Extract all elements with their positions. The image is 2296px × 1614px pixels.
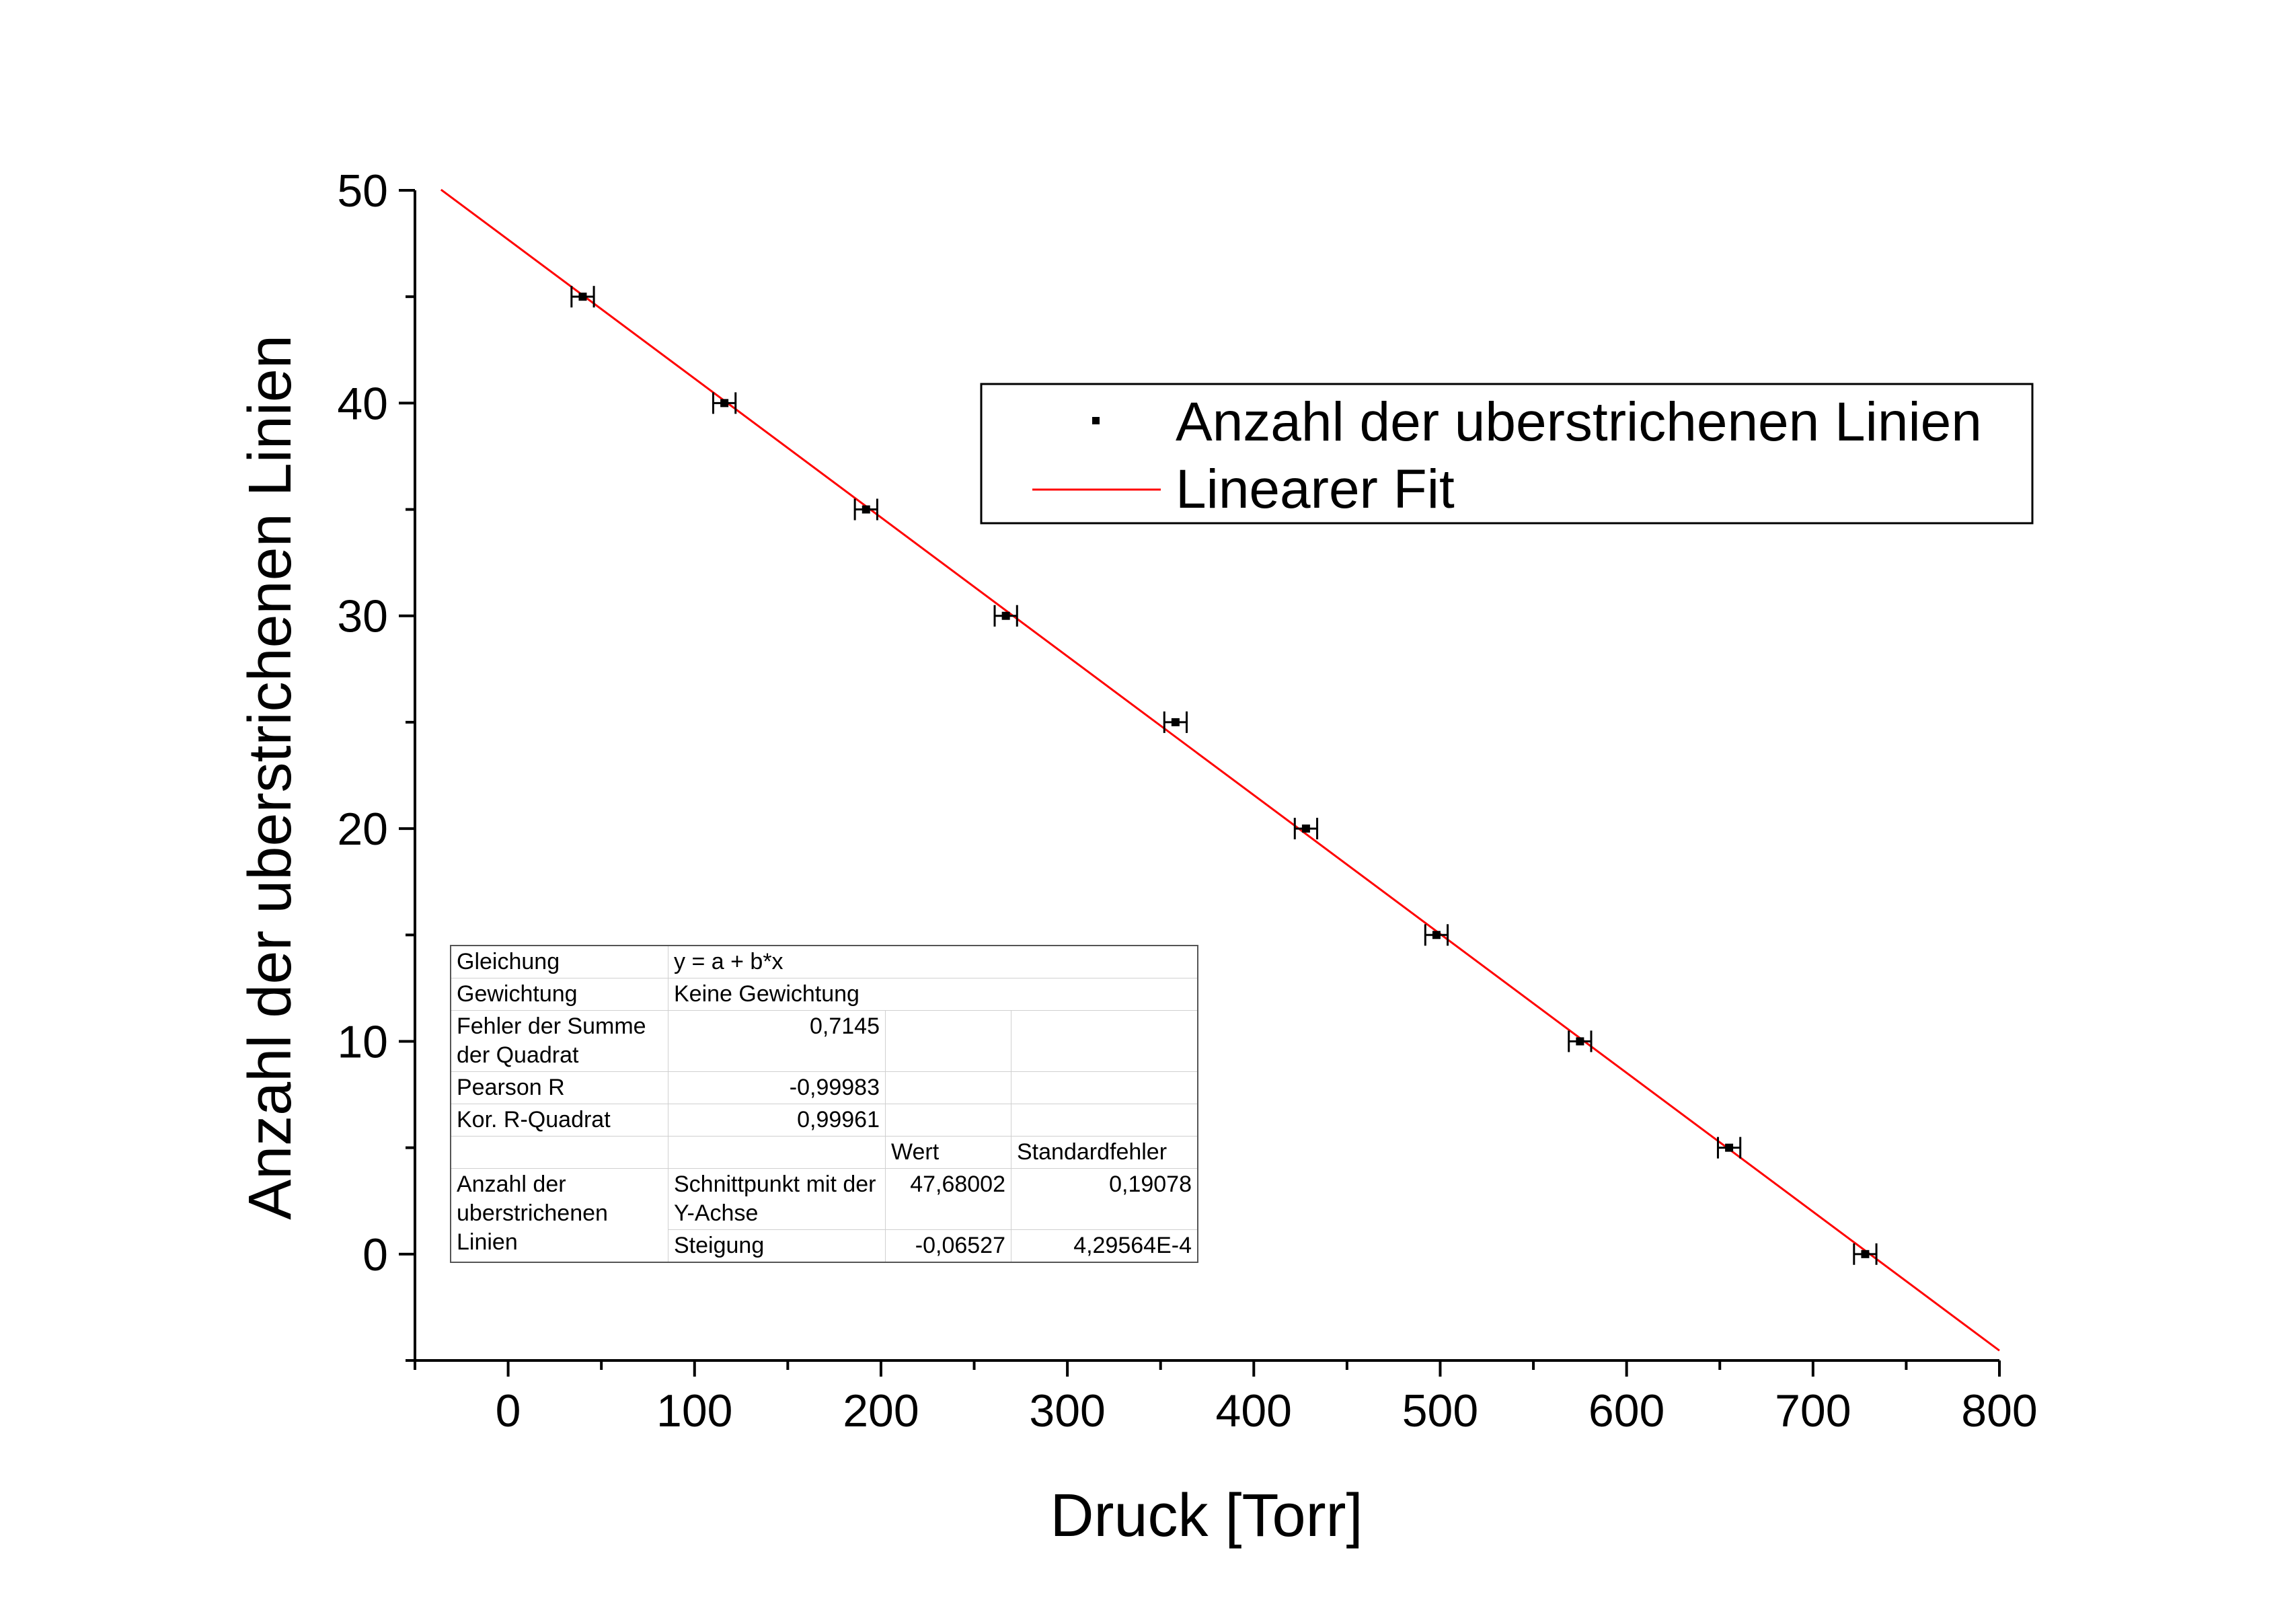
param-wert: 47,68002	[885, 1168, 1011, 1230]
x-tick-label: 100	[656, 1385, 732, 1436]
data-point	[993, 605, 1018, 627]
header-wert: Wert	[885, 1136, 1011, 1169]
point-marker	[1725, 1143, 1734, 1152]
data-point	[1853, 1243, 1878, 1265]
point-marker	[1576, 1037, 1584, 1046]
data-point	[1163, 711, 1188, 733]
legend: Anzahl der uberstrichenen Linien Lineare…	[980, 383, 2034, 525]
table-row: Fehler der Summe der Quadrat 0,7145	[450, 1010, 1198, 1072]
x-axis-title: Druck [Torr]	[1050, 1482, 1363, 1549]
row-label-text: Fehler der Summe der Quadrat	[457, 1013, 646, 1068]
point-marker	[1861, 1250, 1870, 1258]
x-tick-label: 800	[1961, 1385, 2037, 1436]
y-tick-label: 20	[337, 804, 388, 855]
row-value: Keine Gewichtung	[668, 978, 1198, 1011]
table-row: Steigung -0,06527 4,29564E-4	[451, 1229, 1198, 1263]
row-value: -0,99983	[668, 1071, 886, 1104]
row-value: y = a + b*x	[668, 945, 1198, 978]
param-name: Steigung	[668, 1229, 886, 1263]
point-marker	[578, 293, 587, 301]
x-tick-label: 500	[1402, 1385, 1478, 1436]
header-standardfehler: Standardfehler	[1011, 1136, 1198, 1169]
param-group-label: Anzahl der uberstrichenen Linien	[450, 1168, 668, 1263]
fit-results-table: Gleichung y = a + b*x Gewichtung Keine G…	[450, 945, 1198, 1263]
legend-box	[980, 383, 2034, 525]
data-point	[1424, 924, 1449, 946]
legend-marker-scatter	[1092, 417, 1100, 424]
x-tick-label: 0	[496, 1385, 521, 1436]
plot-area	[440, 188, 2000, 1352]
x-tick-label: 400	[1216, 1385, 1292, 1436]
row-label: Fehler der Summe der Quadrat	[450, 1010, 668, 1072]
point-marker	[1432, 931, 1441, 939]
row-label: Gewichtung	[450, 978, 668, 1011]
y-axis-title: Anzahl der uberstrichenen Linien	[237, 335, 304, 1220]
data-point	[570, 286, 595, 308]
data-point	[1568, 1030, 1593, 1052]
table-row: Anzahl der uberstrichenen Linien Schnitt…	[450, 1168, 1198, 1263]
data-point	[1293, 818, 1319, 840]
param-name: Schnittpunkt mit der Y-Achse	[668, 1168, 886, 1230]
y-tick-label: 30	[337, 591, 388, 642]
y-tick-label: 10	[337, 1016, 388, 1067]
empty-cell	[1011, 1010, 1198, 1072]
empty-cell	[885, 1071, 1011, 1104]
empty-cell	[1011, 1071, 1198, 1104]
x-tick-label: 200	[843, 1385, 919, 1436]
param-wert: -0,06527	[885, 1229, 1011, 1263]
point-marker	[1001, 611, 1010, 620]
table-row: Pearson R -0,99983	[450, 1071, 1198, 1104]
row-value: 0,99961	[668, 1104, 886, 1137]
table-row: Wert Standardfehler	[450, 1136, 1198, 1169]
table-row: Gleichung y = a + b*x	[450, 945, 1198, 978]
point-marker	[862, 505, 870, 514]
row-label: Pearson R	[450, 1071, 668, 1104]
y-tick-label: 50	[337, 165, 388, 217]
row-value: 0,7145	[668, 1010, 886, 1072]
empty-cell	[885, 1010, 1011, 1072]
point-marker	[1171, 718, 1180, 726]
point-marker	[1301, 824, 1310, 833]
empty-cell	[450, 1136, 668, 1169]
empty-cell	[1011, 1104, 1198, 1137]
data-point	[1716, 1137, 1742, 1159]
x-tick-label: 700	[1775, 1385, 1851, 1436]
axes: 0 100 200 300 400 500 600 700 800 0 10 20 30 40 50	[337, 165, 2037, 1436]
legend-label-scatter: Anzahl der uberstrichenen Linien	[1176, 391, 1982, 453]
row-label: Gleichung	[450, 945, 668, 978]
table-row: Kor. R-Quadrat 0,99961	[450, 1104, 1198, 1137]
empty-cell	[668, 1136, 886, 1169]
x-tick-label: 600	[1589, 1385, 1664, 1436]
point-marker	[720, 399, 729, 408]
data-point	[712, 392, 737, 414]
table-row: Gewichtung Keine Gewichtung	[450, 978, 1198, 1011]
x-tick-label: 300	[1029, 1385, 1105, 1436]
y-tick-label: 40	[337, 378, 388, 429]
row-label: Kor. R-Quadrat	[450, 1104, 668, 1137]
param-standardfehler: 0,19078	[1011, 1168, 1198, 1230]
data-point	[853, 498, 878, 521]
legend-label-fit: Linearer Fit	[1176, 459, 1455, 520]
empty-cell	[885, 1104, 1011, 1137]
y-tick-label: 0	[362, 1229, 388, 1280]
param-standardfehler: 4,29564E-4	[1011, 1229, 1198, 1263]
